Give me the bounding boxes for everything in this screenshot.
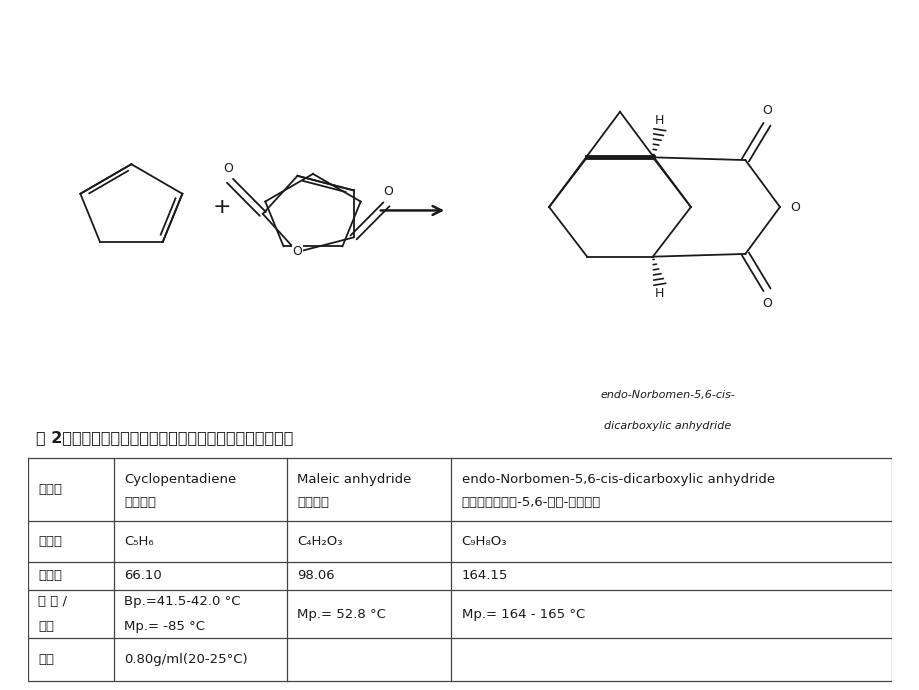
Text: 熔点: 熔点 — [38, 620, 54, 633]
Text: +: + — [212, 197, 232, 217]
Text: 98.06: 98.06 — [297, 569, 335, 582]
Text: 马来酸酉: 马来酸酉 — [297, 496, 329, 509]
Text: Bp.=41.5-42.0 °C: Bp.=41.5-42.0 °C — [124, 595, 241, 608]
Text: O: O — [292, 246, 302, 259]
Text: O: O — [789, 201, 800, 213]
Text: Mp.= -85 °C: Mp.= -85 °C — [124, 620, 205, 633]
Text: 0.80g/ml(20-25°C): 0.80g/ml(20-25°C) — [124, 653, 248, 666]
Text: O: O — [761, 297, 771, 310]
Text: H: H — [654, 287, 664, 300]
Text: Maleic anhydride: Maleic anhydride — [297, 473, 412, 486]
Text: 沸 点 /: 沸 点 / — [38, 595, 67, 608]
Text: Mp.= 164 - 165 °C: Mp.= 164 - 165 °C — [461, 608, 584, 621]
Text: O: O — [223, 161, 233, 175]
Text: 分子量: 分子量 — [38, 569, 62, 582]
Text: C₉H₈O₃: C₉H₈O₃ — [461, 535, 506, 548]
Text: O: O — [761, 104, 771, 117]
Text: Mp.= 52.8 °C: Mp.= 52.8 °C — [297, 608, 386, 621]
Text: 密度: 密度 — [38, 653, 54, 666]
Text: 化合物: 化合物 — [38, 483, 62, 496]
Text: H: H — [654, 114, 664, 127]
Text: 66.10: 66.10 — [124, 569, 162, 582]
Text: Cyclopentadiene: Cyclopentadiene — [124, 473, 236, 486]
Text: dicarboxylic anhydride: dicarboxylic anhydride — [603, 421, 731, 431]
Text: C₄H₂O₃: C₄H₂O₃ — [297, 535, 343, 548]
Text: 环戊二烯: 环戊二烯 — [124, 496, 156, 509]
Text: endo-Norbomen-5,6-cis-: endo-Norbomen-5,6-cis- — [599, 390, 734, 400]
Text: C₅H₆: C₅H₆ — [124, 535, 153, 548]
Text: O: O — [383, 185, 392, 198]
Text: 分子式: 分子式 — [38, 535, 62, 548]
Text: 表 2、环戊二烯和马来酸酐反应的原料和产物的理化性质：: 表 2、环戊二烯和马来酸酐反应的原料和产物的理化性质： — [36, 431, 293, 445]
Text: endo-Norbomen-5,6-cis-dicarboxylic anhydride: endo-Norbomen-5,6-cis-dicarboxylic anhyd… — [461, 473, 774, 486]
Text: 164.15: 164.15 — [461, 569, 507, 582]
Text: 内型－降冰片烯-5,6-顺式-二罧酸酉: 内型－降冰片烯-5,6-顺式-二罧酸酉 — [461, 496, 600, 509]
